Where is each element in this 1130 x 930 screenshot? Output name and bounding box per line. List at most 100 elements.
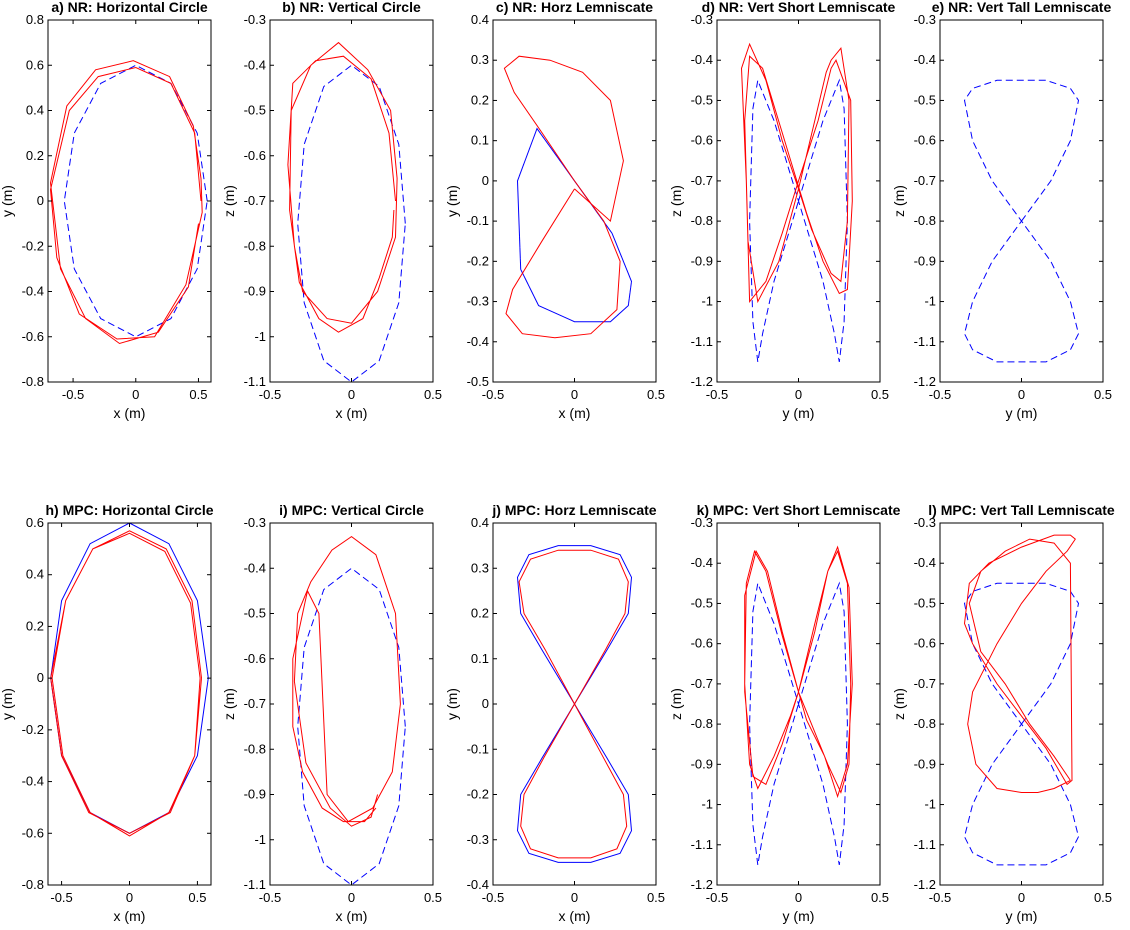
y-tick-label: -0.4 (691, 555, 713, 570)
chart-panel-4: e) NR: Vert Tall Lemniscate-0.5 0 0.5-1.2-… (891, 0, 1112, 421)
x-tick-label: 0 (348, 387, 355, 402)
y-tick-label: -0.6 (914, 636, 936, 651)
x-tick-label: 0.5 (189, 387, 207, 402)
y-tick-label: -0.3 (244, 12, 266, 27)
actual-trajectory-line (49, 60, 203, 345)
y-tick-label: 0 (482, 696, 489, 711)
x-tick-label: -0.5 (482, 387, 504, 402)
y-tick-label: -0.5 (691, 92, 713, 107)
x-tick-label: -0.5 (929, 387, 951, 402)
y-tick-label: -1.1 (691, 334, 713, 349)
chart-title: d) NR: Vert Short Lemniscate (702, 0, 896, 15)
chart-title: l) MPC: Vert Tall Lemniscate (928, 502, 1115, 518)
y-tick-label: -0.4 (914, 52, 936, 67)
plot-area (744, 545, 853, 865)
y-tick-label: -0.9 (691, 756, 713, 771)
y-tick-label: -0.6 (914, 133, 936, 148)
y-tick-label: -0.2 (467, 253, 489, 268)
y-tick-label: -0.2 (467, 787, 489, 802)
y-tick-label: -0.7 (691, 676, 713, 691)
y-tick-label: -1.2 (691, 374, 713, 389)
y-tick-label: -1 (254, 832, 266, 847)
axes-frame (939, 522, 1104, 886)
x-tick-label: 0 (795, 890, 802, 905)
x-tick-label: 0 (571, 387, 578, 402)
y-tick-label: 0 (482, 173, 489, 188)
axes-frame (939, 19, 1104, 383)
y-tick-label: 0.4 (471, 515, 489, 530)
y-tick-label: -0.6 (244, 148, 266, 163)
x-tick-label: 0.5 (871, 387, 889, 402)
y-tick-label: -0.4 (691, 52, 713, 67)
chart-title: a) NR: Horizontal Circle (51, 0, 208, 15)
plot-area (516, 545, 633, 863)
actual-trajectory-line (963, 534, 1076, 793)
y-tick-label: -0.3 (244, 515, 266, 530)
y-tick-label: -0.7 (914, 173, 936, 188)
y-tick-label: 0.3 (471, 560, 489, 575)
chart-panel-5: h) MPC: Horizontal Circle -0.5 0 0.5 -0.8 -0.… (0, 502, 214, 924)
x-axis-label: y (m) (1006, 405, 1038, 421)
x-axis-label: x (m) (559, 908, 591, 924)
reference-trajectory-line (297, 64, 406, 382)
y-tick-label: -0.8 (22, 877, 44, 892)
y-tick-label: -0.5 (914, 92, 936, 107)
actual-trajectory-line (50, 530, 202, 837)
x-tick-label: 0 (126, 890, 133, 905)
y-tick-label: -0.3 (691, 515, 713, 530)
y-tick-label: -0.5 (244, 606, 266, 621)
y-tick-label: -1 (254, 329, 266, 344)
plot-area (292, 535, 406, 885)
x-tick-label: -0.5 (929, 890, 951, 905)
x-axis-label: x (m) (336, 405, 368, 421)
chart-panel-2: c) NR: Horz Lemniscate -0.5 0 0.5 -0.5 -0.4 -0… (444, 0, 665, 421)
x-tick-label: 0 (795, 387, 802, 402)
y-tick-label: 0.2 (471, 92, 489, 107)
x-axis-label: y (m) (783, 908, 815, 924)
y-tick-label: -0.3 (467, 832, 489, 847)
y-tick-label: -0.1 (467, 741, 489, 756)
y-tick-label: -0.7 (244, 193, 266, 208)
y-tick-label: -0.5 (691, 595, 713, 610)
y-tick-label: -0.7 (244, 696, 266, 711)
x-tick-label: -0.5 (706, 890, 728, 905)
chart-panel-1: b) NR: Vertical Circle -0.5 0 0.5 -1.1 -1 -0.9… (221, 0, 442, 421)
y-tick-label: 0.4 (26, 103, 44, 118)
y-tick-label: -0.6 (22, 825, 44, 840)
y-axis-label: y (m) (0, 688, 15, 720)
plot-area (503, 55, 633, 339)
y-tick-label: 0 (37, 193, 44, 208)
y-tick-label: -0.3 (467, 294, 489, 309)
x-tick-label: 0 (132, 387, 139, 402)
chart-panel-7: j) MPC: Horz Lemniscate -0.5 0 0.5 -0.4 -0.3 -… (444, 502, 665, 924)
y-tick-label: 0.1 (471, 651, 489, 666)
y-tick-label: -0.9 (244, 284, 266, 299)
reference-trajectory-line (63, 64, 208, 338)
y-tick-label: -0.8 (691, 213, 713, 228)
y-tick-label: -0.5 (914, 595, 936, 610)
y-axis-label: z (m) (891, 688, 907, 720)
y-tick-label: -0.6 (244, 651, 266, 666)
y-tick-label: -0.6 (691, 133, 713, 148)
x-tick-label: 0.5 (647, 890, 665, 905)
reference-trajectory-line (749, 78, 848, 362)
chart-title: c) NR: Horz Lemniscate (496, 0, 653, 15)
x-tick-label: 0.5 (1094, 890, 1112, 905)
y-tick-label: -0.4 (244, 560, 266, 575)
x-tick-label: 0 (1018, 387, 1025, 402)
chart-title: h) MPC: Horizontal Circle (45, 502, 213, 518)
chart-panel-8: k) MPC: Vert Short Lemniscate -0.5 0 0.5 -1.… (668, 502, 901, 924)
x-tick-label: -0.5 (259, 387, 281, 402)
y-tick-label: -0.8 (22, 374, 44, 389)
x-tick-label: -0.5 (259, 890, 281, 905)
actual-trajectory-line (292, 535, 401, 827)
x-tick-label: 0.5 (647, 387, 665, 402)
y-tick-label: -0.7 (914, 676, 936, 691)
y-tick-label: -0.8 (691, 716, 713, 731)
y-tick-label: -0.4 (467, 334, 489, 349)
y-tick-label: -0.9 (244, 787, 266, 802)
actual-trajectory-line (287, 41, 398, 333)
y-tick-label: -1.1 (691, 837, 713, 852)
y-tick-label: -0.4 (914, 555, 936, 570)
